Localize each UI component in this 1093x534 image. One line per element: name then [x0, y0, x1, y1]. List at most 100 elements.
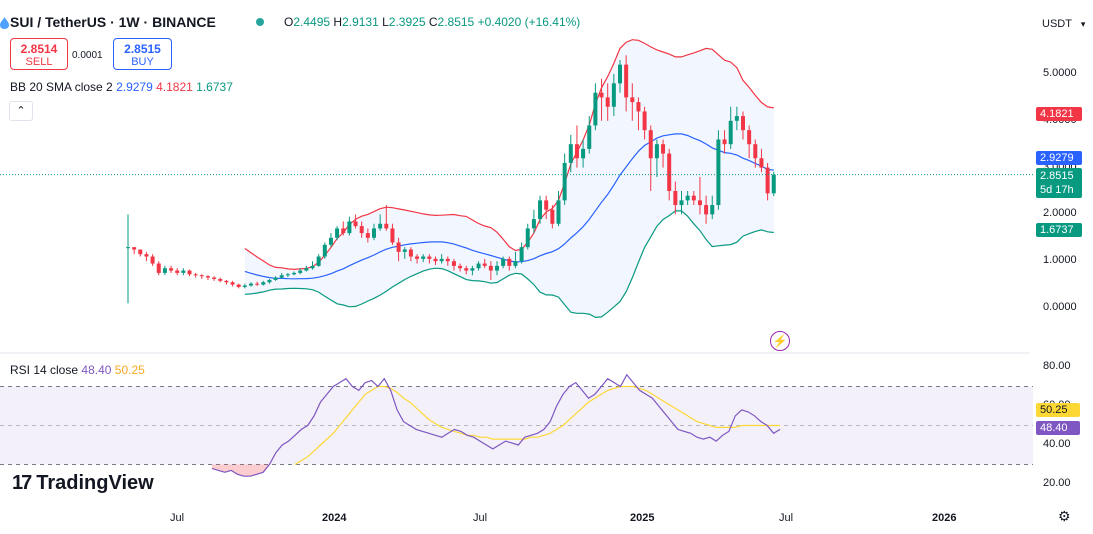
candle: [267, 278, 272, 284]
candle: [525, 223, 530, 250]
symbol-logo-icon: [0, 16, 9, 29]
candle: [402, 247, 407, 259]
candle: [648, 125, 653, 191]
candle: [722, 130, 727, 154]
rsi-ma-line: [294, 385, 780, 466]
ohlc-change: +0.4020 (+16.41%): [477, 15, 581, 29]
rsi-tick-label: 40.00: [1043, 438, 1071, 450]
bb-band-fill: [244, 39, 774, 318]
candle: [187, 269, 192, 277]
bb-upper-value: 4.1821: [156, 80, 193, 94]
candle: [734, 106, 739, 131]
chevron-down-icon: ▾: [1080, 19, 1086, 29]
candle: [495, 261, 499, 276]
collapse-legend-button[interactable]: ⌃: [9, 101, 33, 121]
ohlc-high: 2.9131: [342, 15, 379, 29]
candle: [771, 171, 776, 197]
candle: [759, 148, 764, 173]
bb-legend[interactable]: BB 20 SMA close 2 2.9279 4.1821 1.6737: [10, 80, 233, 94]
candle: [556, 191, 561, 227]
ohlc-close: 2.8515: [437, 15, 475, 29]
tradingview-logo-text: TradingView: [36, 472, 154, 494]
time-tick-label: 2025: [630, 512, 655, 524]
price-tick-label: 0.0000: [1043, 301, 1077, 313]
candle: [704, 195, 709, 224]
candle: [181, 268, 186, 276]
candle: [205, 275, 210, 280]
candle: [445, 256, 450, 266]
time-tick-label: Jul: [779, 512, 794, 524]
candle: [661, 139, 666, 168]
candle: [439, 254, 444, 264]
candle: [261, 280, 266, 286]
buy-price: 2.8515: [124, 42, 161, 56]
candle: [169, 265, 174, 273]
candles: [126, 55, 776, 304]
rsi-line: [211, 373, 781, 477]
candle: [126, 214, 130, 304]
gear-icon[interactable]: ⚙: [1058, 508, 1071, 524]
candle: [298, 268, 303, 275]
candle: [741, 111, 745, 140]
bb-upper-line: [244, 39, 774, 271]
candle: [427, 254, 432, 264]
tradingview-logo: 17 TradingView: [12, 472, 154, 495]
candle: [335, 226, 340, 241]
lightning-icon[interactable]: ⚡: [770, 331, 790, 351]
rsi-band: [0, 386, 1033, 465]
candle: [568, 134, 573, 173]
candle: [476, 261, 481, 271]
price-tick-label: 5.0000: [1043, 67, 1077, 79]
buy-label: BUY: [131, 56, 154, 68]
candle: [710, 195, 715, 220]
candle: [341, 221, 346, 236]
candle: [587, 116, 592, 154]
ohlc-low: 2.3925: [388, 15, 426, 29]
rsi-oversold-fill: [212, 464, 270, 477]
candle: [316, 254, 321, 267]
buy-button[interactable]: 2.8515 BUY: [113, 38, 172, 70]
rsi-legend-label: RSI 14 close: [10, 363, 79, 377]
bb-basis-value: 2.9279: [116, 80, 153, 94]
candle: [162, 265, 167, 276]
candle: [574, 125, 579, 168]
rsi-tick-label: 20.00: [1043, 477, 1071, 489]
sell-price: 2.8514: [20, 42, 58, 56]
candle: [593, 83, 598, 131]
candle: [255, 281, 260, 287]
candle: [501, 256, 506, 269]
candle: [156, 261, 161, 276]
candle: [747, 125, 752, 159]
candle: [519, 242, 524, 264]
candle: [507, 256, 512, 271]
candle: [697, 176, 702, 215]
candle: [451, 258, 456, 271]
candle: [390, 223, 395, 245]
ohlc-low-label: L: [382, 15, 389, 29]
time-tick-label: Jul: [473, 512, 488, 524]
last-price-value: 2.8515: [1040, 170, 1074, 182]
time-tick-label: 2024: [322, 512, 347, 524]
candle: [212, 276, 217, 281]
sell-label: SELL: [25, 56, 53, 68]
candle: [642, 106, 647, 140]
candle: [544, 195, 549, 220]
candle: [458, 263, 463, 272]
rsi-ma-tag: 50.25: [1036, 403, 1080, 417]
candle: [482, 258, 487, 269]
candle: [679, 191, 684, 215]
symbol-title[interactable]: SUI / TetherUS · 1W · BINANCE: [10, 14, 216, 30]
candle: [550, 205, 555, 229]
sell-button[interactable]: 2.8514 SELL: [10, 38, 68, 70]
candle: [599, 78, 604, 121]
candle: [224, 279, 229, 285]
candle: [415, 254, 420, 264]
candle: [378, 214, 383, 231]
currency-selector[interactable]: USDT ▾: [1036, 13, 1090, 35]
bb-lower-value: 1.6737: [196, 80, 233, 94]
rsi-tick-label: 80.00: [1043, 360, 1071, 372]
candle: [132, 247, 137, 255]
rsi-legend[interactable]: RSI 14 close 48.40 50.25: [10, 363, 145, 377]
rsi-tag: 48.40: [1036, 421, 1080, 435]
